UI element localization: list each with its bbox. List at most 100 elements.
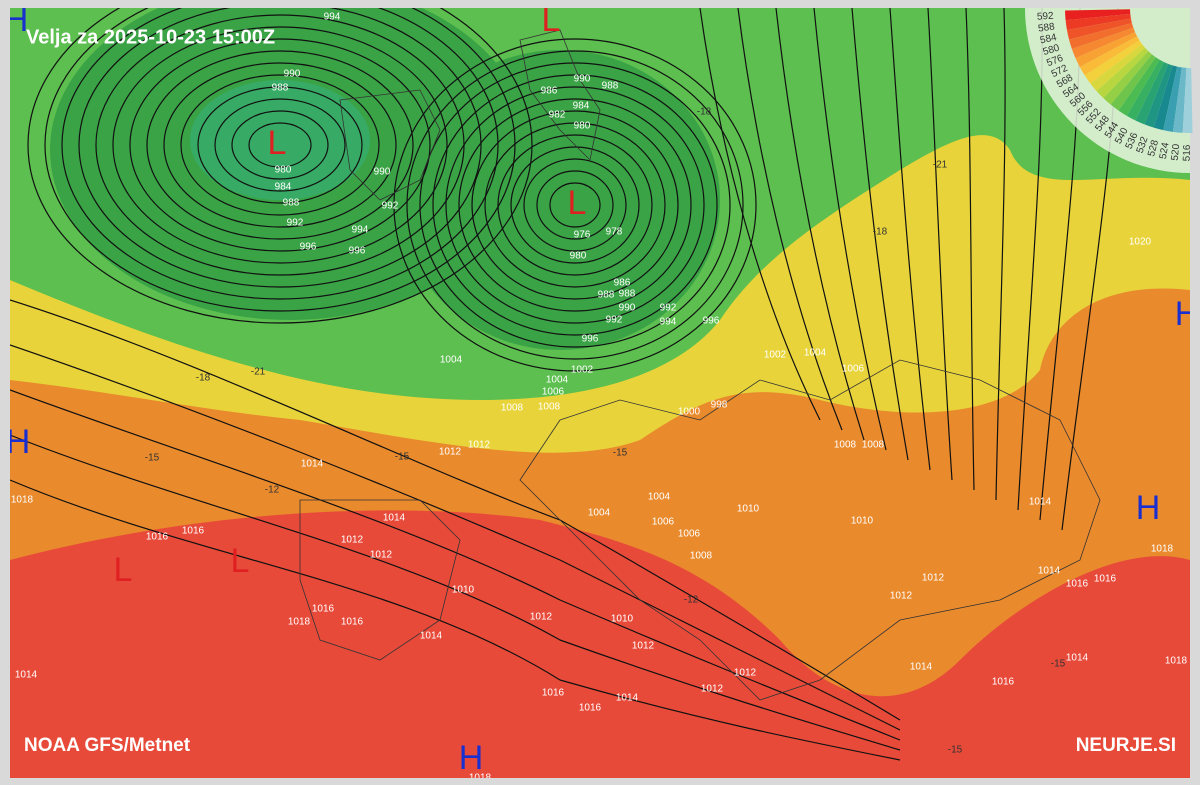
isobar-label: 1016 (1066, 579, 1089, 590)
isobar (458, 98, 692, 312)
temperature-label: -15 (395, 452, 410, 463)
legend-swatch (1084, 40, 1143, 84)
isobar (813, 8, 887, 451)
temperature-label: -15 (145, 453, 160, 464)
pressure-center: H (4, 1, 29, 39)
pressure-center: L (568, 184, 587, 222)
isobar-label: 1014 (1038, 566, 1061, 577)
isobar-label: 1006 (542, 387, 565, 398)
isobar-label: 1004 (546, 375, 569, 386)
isobar (699, 8, 821, 421)
temperature-label: -12 (684, 595, 699, 606)
isobar-label: 988 (272, 83, 289, 94)
isobar-label: 1016 (542, 688, 565, 699)
isobar-label: 1018 (1151, 544, 1174, 555)
isobar-label: 1004 (804, 348, 827, 359)
isobar-label: 1008 (501, 403, 524, 414)
legend-swatch (1065, 13, 1131, 31)
isobar (536, 170, 614, 240)
isobar (214, 98, 346, 192)
isobar-label: 1012 (734, 668, 757, 679)
isobar-label: 1012 (701, 684, 724, 695)
isobar (10, 479, 901, 761)
temperature-label: -18 (196, 373, 211, 384)
isobar-label: 1012 (468, 440, 491, 451)
isobar-label: 1012 (922, 573, 945, 584)
temperature-label: -15 (948, 745, 963, 756)
isobar-label: 1014 (15, 670, 38, 681)
isobar (965, 8, 975, 491)
isobar-label: 982 (549, 110, 566, 121)
isobar-label: 988 (283, 198, 300, 209)
pressure-center: H (1136, 489, 1161, 527)
isobar (484, 122, 666, 288)
legend-swatch (1144, 63, 1173, 128)
isobar-label: 1006 (652, 517, 675, 528)
isobar-label: 992 (606, 315, 623, 326)
legend-label: 528 (1146, 138, 1161, 157)
isobar-label: 1008 (834, 440, 857, 451)
legend-label: 584 (1039, 32, 1058, 46)
pressure-center: L (114, 551, 133, 589)
legend-label: 516 (1182, 144, 1193, 161)
isobar-label: 1016 (992, 677, 1015, 688)
isobar (889, 8, 931, 471)
isobar-label: 1016 (312, 604, 335, 615)
isobar-label: 1020 (1129, 237, 1152, 248)
isobar-label: 1012 (439, 447, 462, 458)
temperature-label: -15 (613, 448, 628, 459)
isobar (180, 74, 380, 216)
isobar-label: 988 (598, 290, 615, 301)
isobar-label: 994 (660, 317, 677, 328)
isobar-label: 1018 (11, 495, 34, 506)
isobar-label: 996 (582, 334, 599, 345)
legend-swatch (1153, 65, 1178, 131)
isobar-label: 980 (574, 121, 591, 132)
isobar (497, 134, 653, 276)
legend-swatch (1065, 9, 1131, 21)
isobar (146, 50, 414, 240)
isobar-label: 1016 (146, 532, 169, 543)
isobar-label: 990 (619, 303, 636, 314)
legend-label: 520 (1170, 143, 1183, 161)
legend-swatch (1163, 66, 1182, 132)
isobar-label: 1012 (632, 641, 655, 652)
temperature-label: -21 (251, 367, 266, 378)
legend-swatch (1096, 47, 1149, 99)
legend-swatch (1090, 44, 1146, 92)
legend-label: 588 (1037, 21, 1055, 34)
pressure-center: L (268, 124, 287, 162)
legend-swatch (1110, 54, 1156, 111)
isobar-label: 976 (574, 230, 591, 241)
cold-core (190, 80, 370, 200)
temperature-label: -18 (697, 107, 712, 118)
isobar-label: 996 (300, 242, 317, 253)
isobar (549, 182, 601, 228)
temperature-label: -18 (873, 227, 888, 238)
isobar-label: 988 (602, 81, 619, 92)
isobar (995, 8, 1006, 501)
legend-swatch (1135, 61, 1169, 125)
isobar-label: 1014 (616, 693, 639, 704)
isobar-label: 996 (703, 316, 720, 327)
isobar-label: 1010 (737, 504, 760, 515)
isobar-label: 1006 (678, 529, 701, 540)
isobar-label: 1008 (538, 402, 561, 413)
isobar (10, 344, 901, 731)
isobar (445, 86, 705, 324)
isobar-label: 1016 (182, 526, 205, 537)
isobar-label: 1016 (341, 617, 364, 628)
temperature-label: -21 (933, 160, 948, 171)
isobar-label: 990 (284, 69, 301, 80)
isobar-label: 1014 (383, 513, 406, 524)
isobar (197, 86, 363, 204)
temperature-label: -12 (265, 485, 280, 496)
isobar-label: 984 (573, 101, 590, 112)
isobar (231, 110, 329, 180)
isobar-label: 992 (382, 201, 399, 212)
legend-label: 532 (1135, 135, 1151, 155)
isobar-label: 988 (619, 289, 636, 300)
isobar (927, 8, 953, 481)
pressure-center: H (1175, 295, 1200, 333)
